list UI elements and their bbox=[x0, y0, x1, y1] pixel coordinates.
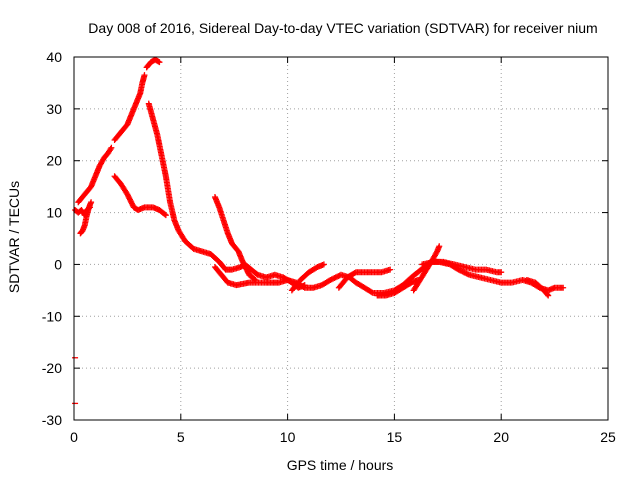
data-point bbox=[544, 291, 551, 298]
data-point bbox=[88, 199, 95, 206]
data-point bbox=[498, 269, 505, 276]
x-tick-label: 10 bbox=[280, 429, 296, 445]
y-axis-label: SDTVAR / TECUs bbox=[6, 181, 22, 293]
y-tick-label: 0 bbox=[54, 256, 62, 272]
data-point bbox=[156, 59, 163, 66]
data-point bbox=[436, 243, 443, 250]
axis-ticks: 0 5 10 15 20 25 -30 -20 -10 0 10 20 30 40 bbox=[42, 49, 616, 445]
x-tick-label: 15 bbox=[387, 429, 403, 445]
y-tick-label: 30 bbox=[46, 101, 62, 117]
data-point bbox=[107, 146, 114, 153]
y-tick-label: 10 bbox=[46, 205, 62, 221]
data-point bbox=[141, 72, 148, 79]
data-points bbox=[72, 56, 567, 405]
y-tick-label: 20 bbox=[46, 153, 62, 169]
grid bbox=[74, 57, 608, 420]
x-axis-label: GPS time / hours bbox=[287, 457, 394, 473]
x-tick-label: 5 bbox=[177, 429, 185, 445]
data-point bbox=[162, 212, 169, 219]
data-point bbox=[320, 261, 327, 268]
y-tick-label: -10 bbox=[42, 308, 62, 324]
data-point bbox=[387, 266, 394, 273]
plot-frame bbox=[73, 56, 609, 421]
data-point bbox=[545, 292, 552, 299]
chart-title: Day 008 of 2016, Sidereal Day-to-day VTE… bbox=[88, 20, 597, 36]
x-tick-label: 25 bbox=[600, 429, 616, 445]
data-point bbox=[108, 144, 115, 151]
y-tick-label: -30 bbox=[42, 412, 62, 428]
data-point bbox=[368, 289, 375, 296]
x-tick-label: 0 bbox=[70, 429, 78, 445]
y-tick-label: -20 bbox=[42, 360, 62, 376]
data-point bbox=[251, 276, 258, 283]
y-tick-label: 40 bbox=[46, 49, 62, 65]
x-tick-label: 20 bbox=[493, 429, 509, 445]
data-point bbox=[560, 284, 567, 291]
data-point bbox=[161, 211, 168, 218]
